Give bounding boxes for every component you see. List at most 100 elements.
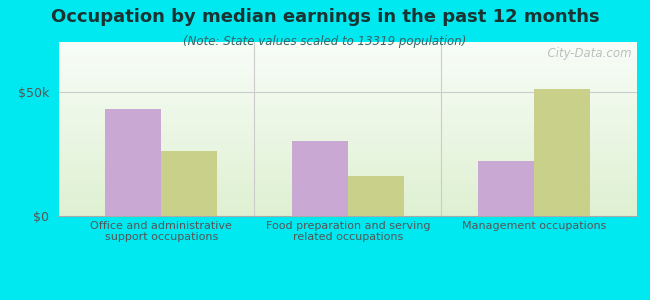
Text: Occupation by median earnings in the past 12 months: Occupation by median earnings in the pas… (51, 8, 599, 26)
Bar (58, 44, 637, 46)
Bar (58, 172, 637, 174)
Bar (58, 120, 637, 122)
Bar (58, 101, 637, 103)
Bar (58, 143, 637, 145)
Bar (58, 92, 637, 94)
Bar (58, 118, 637, 120)
Bar (58, 105, 637, 106)
Bar (58, 42, 637, 44)
Bar (58, 207, 637, 209)
Bar (58, 176, 637, 178)
Bar (478, 161, 534, 216)
Text: (Note: State values scaled to 13319 population): (Note: State values scaled to 13319 popu… (183, 34, 467, 47)
Bar (58, 194, 637, 195)
Bar (534, 89, 590, 216)
Bar (58, 211, 637, 212)
Bar (58, 66, 637, 68)
Bar (58, 96, 637, 98)
Bar (58, 87, 637, 89)
Bar (58, 46, 637, 47)
Bar (58, 125, 637, 127)
Bar (58, 61, 637, 63)
Bar (58, 89, 637, 91)
Bar (58, 202, 637, 204)
Bar (58, 82, 637, 84)
Bar (58, 91, 637, 92)
Bar (58, 166, 637, 167)
Bar (58, 214, 637, 216)
Bar (58, 59, 637, 61)
Bar (58, 167, 637, 169)
Bar (58, 209, 637, 211)
Bar (58, 79, 637, 80)
Bar (58, 72, 637, 73)
Bar (58, 113, 637, 115)
Bar (58, 155, 637, 157)
Bar (58, 185, 637, 186)
Bar (58, 85, 637, 87)
Bar (58, 131, 637, 133)
Bar (58, 174, 637, 176)
Bar (58, 204, 637, 206)
Bar (58, 106, 637, 108)
Bar (58, 68, 637, 70)
Bar (58, 188, 637, 190)
Bar (58, 80, 637, 82)
Bar (58, 146, 637, 148)
Bar (58, 64, 637, 66)
Bar (58, 77, 637, 79)
Bar (58, 200, 637, 202)
Bar (58, 58, 637, 59)
Bar (58, 197, 637, 199)
Bar (58, 199, 637, 200)
Bar (292, 141, 348, 216)
Bar (58, 195, 637, 197)
Bar (58, 94, 637, 96)
Bar (58, 186, 637, 188)
Bar (58, 56, 637, 58)
Bar (58, 192, 637, 194)
Bar (58, 150, 637, 152)
Bar (58, 140, 637, 141)
Text: City-Data.com: City-Data.com (540, 47, 631, 60)
Bar (58, 136, 637, 138)
Bar (58, 122, 637, 124)
Bar (58, 159, 637, 160)
Bar (58, 99, 637, 101)
Bar (58, 52, 637, 54)
Bar (348, 176, 404, 216)
Bar (58, 63, 637, 64)
Bar (58, 98, 637, 99)
Bar (58, 178, 637, 179)
Bar (58, 153, 637, 155)
Bar (58, 124, 637, 125)
Bar (58, 112, 637, 113)
Bar (58, 169, 637, 171)
Bar (58, 138, 637, 140)
Bar (58, 152, 637, 153)
Bar (58, 206, 637, 207)
Bar (58, 145, 637, 146)
Bar (58, 148, 637, 150)
Bar (58, 70, 637, 72)
Bar (58, 179, 637, 181)
Bar (58, 212, 637, 214)
Bar (161, 152, 217, 216)
Bar (58, 157, 637, 159)
Bar (58, 84, 637, 85)
Bar (58, 117, 637, 118)
Bar (58, 181, 637, 183)
Bar (58, 127, 637, 129)
Bar (58, 133, 637, 134)
Bar (58, 141, 637, 143)
Bar (58, 190, 637, 192)
Bar (58, 51, 637, 52)
Bar (58, 54, 637, 56)
Bar (58, 183, 637, 185)
Bar (58, 73, 637, 75)
Bar (58, 115, 637, 117)
Bar (58, 171, 637, 172)
Bar (58, 134, 637, 136)
Bar (58, 103, 637, 105)
Bar (58, 49, 637, 51)
